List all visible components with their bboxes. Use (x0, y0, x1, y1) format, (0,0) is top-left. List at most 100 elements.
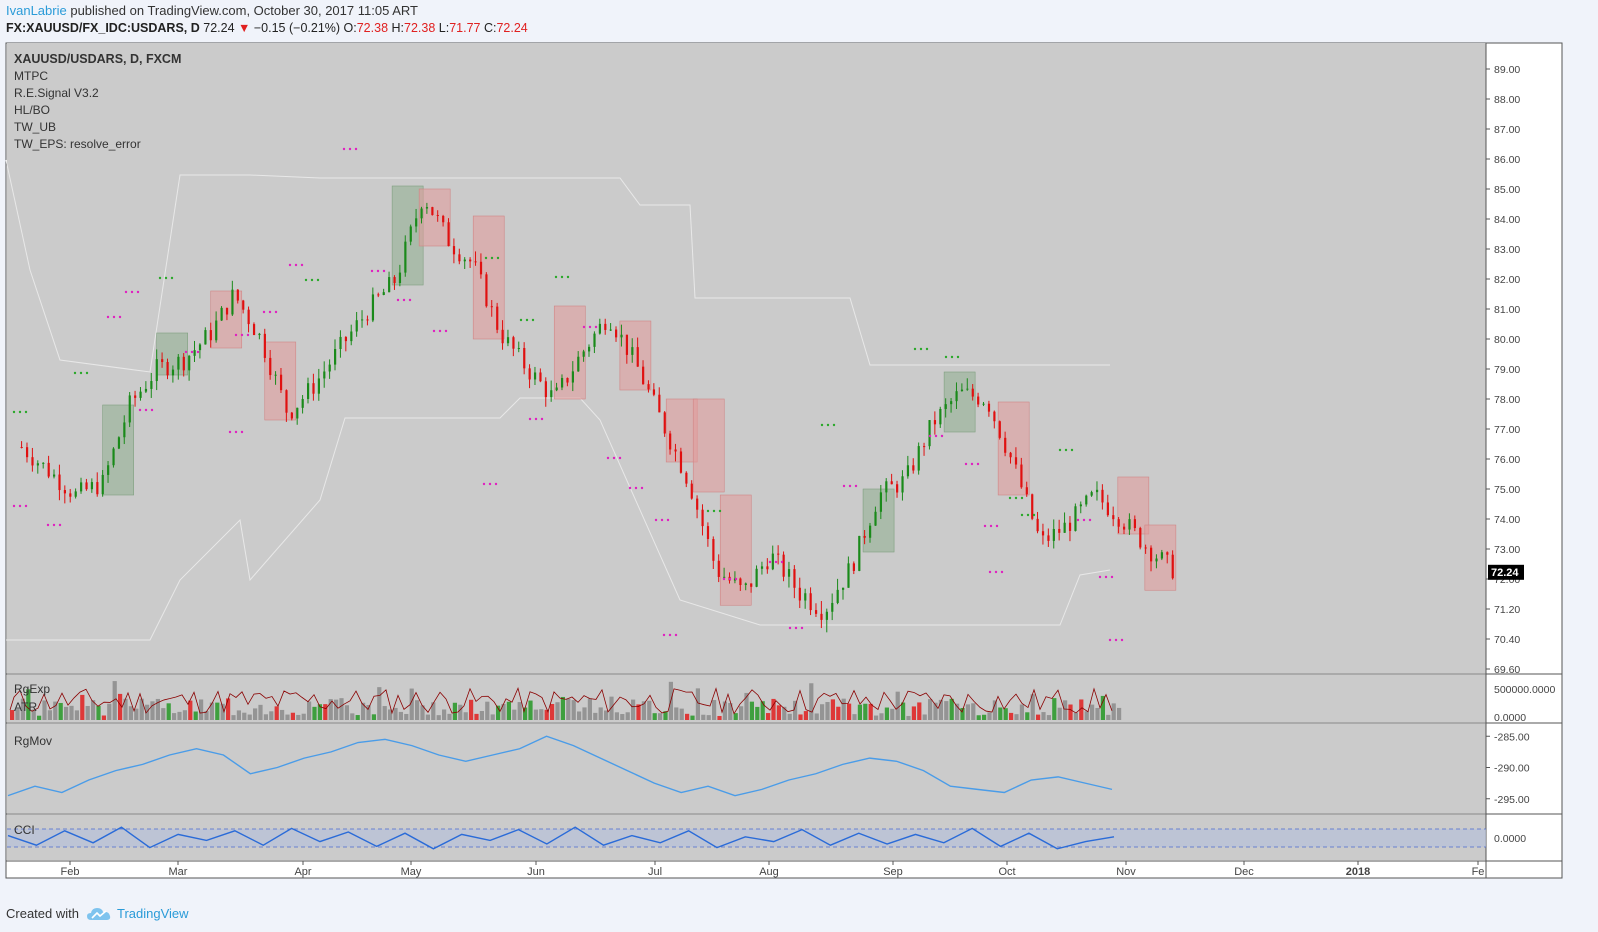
rgexp-bar (388, 709, 393, 720)
signal-dot (150, 408, 154, 412)
rgexp-bar (166, 703, 171, 720)
candle-body (917, 446, 920, 471)
signal-dot (706, 509, 710, 513)
candle-body (415, 218, 418, 227)
candle-body (696, 498, 699, 510)
signal-dot (820, 423, 824, 427)
signal-dot (913, 347, 917, 351)
candle-body (1139, 528, 1142, 548)
rgexp-bar (188, 700, 193, 720)
candle-body (825, 611, 828, 620)
rgexp-bar (604, 710, 609, 720)
rgexp-bar (47, 710, 52, 720)
rgexp-bar (587, 698, 592, 720)
candle-body (982, 403, 985, 405)
candle-body (36, 463, 39, 466)
rgexp-bar (107, 703, 112, 720)
rgexp-bar (64, 706, 69, 720)
time-tick-label: Apr (294, 866, 311, 878)
price-tick-label: 87.00 (1494, 124, 1520, 136)
rgexp-bar (328, 699, 333, 720)
candle-body (820, 613, 823, 620)
candle-body (620, 334, 623, 338)
signal-dot (130, 290, 134, 294)
rgexp-bar (74, 710, 79, 720)
time-tick-label: Fe (1472, 866, 1485, 878)
rgexp-bar (253, 708, 258, 720)
candle-body (452, 246, 456, 255)
tradingview-link[interactable]: TradingView (86, 906, 189, 921)
rgexp-bar (717, 715, 722, 720)
signal-dot (138, 408, 142, 412)
rgexp-bar (1095, 707, 1100, 720)
rgexp-bar (53, 701, 58, 720)
change-value: −0.15 (−0.21%) (253, 21, 341, 35)
high-value: 72.38 (404, 21, 436, 35)
candle-body (879, 492, 883, 512)
rgexp-bar (582, 707, 587, 720)
rgexp-bar (415, 700, 420, 720)
candle-body (609, 329, 612, 331)
candle-body (128, 395, 131, 423)
candle-body (306, 383, 310, 399)
candle-body (420, 208, 423, 219)
signal-dot (919, 347, 923, 351)
signal-dot (1076, 518, 1080, 522)
rgexp-bar (825, 702, 830, 720)
candle-body (906, 465, 910, 477)
signal-dot (660, 518, 664, 522)
signal-dot (240, 333, 244, 337)
signal-dot (970, 462, 974, 466)
candle-body (928, 420, 931, 447)
rgexp-bar (172, 713, 177, 720)
signal-dot (396, 298, 400, 302)
candle-body (912, 465, 915, 471)
candle-body (355, 320, 358, 332)
down-signal-box (418, 188, 451, 247)
signal-dot (950, 355, 954, 359)
signal-dot (519, 318, 523, 322)
signal-dot (1032, 513, 1036, 517)
candle-body (334, 348, 337, 365)
author-link[interactable]: IvanLabrie (6, 3, 67, 18)
signal-dot (348, 147, 352, 151)
rgexp-bar (382, 706, 387, 720)
signal-dot (1108, 638, 1112, 642)
signal-dot (928, 434, 932, 438)
signal-dot (268, 310, 272, 314)
rgexp-bar (695, 688, 700, 720)
signal-dot (18, 504, 22, 508)
candle-body (555, 387, 558, 391)
candle-body (550, 390, 553, 398)
candle-body (1041, 531, 1045, 536)
rgexp-bar (1025, 712, 1030, 720)
rgexp-bar (863, 703, 868, 720)
signal-dot (628, 486, 632, 490)
candle-body (1166, 552, 1169, 555)
candle-body (987, 403, 991, 412)
rgexp-bar (528, 700, 533, 720)
signal-dot (668, 633, 672, 637)
signal-dot (240, 430, 244, 434)
signal-dot (79, 371, 83, 375)
signal-dot (52, 523, 56, 527)
rgexp-bar (512, 709, 517, 720)
ohlc-line: FX:XAUUSD/FX_IDC:USDARS, D 72.24 ▼ −0.15… (6, 21, 528, 35)
candle-body (1122, 526, 1126, 530)
candle-body (171, 369, 175, 376)
rgexp-bar (566, 698, 571, 720)
candle-body (25, 447, 29, 458)
rgexp-bar (971, 703, 976, 720)
signal-dot (534, 417, 538, 421)
signal-dot (848, 484, 852, 488)
signal-dot (1026, 513, 1030, 517)
candle-body (361, 319, 364, 321)
rgexp-bar (80, 694, 85, 720)
candle-body (642, 366, 645, 385)
candle-body (750, 583, 753, 587)
rgexp-bar (118, 693, 123, 720)
candle-body (225, 307, 229, 315)
candle-body (566, 377, 569, 383)
signal-dot (1014, 496, 1018, 500)
